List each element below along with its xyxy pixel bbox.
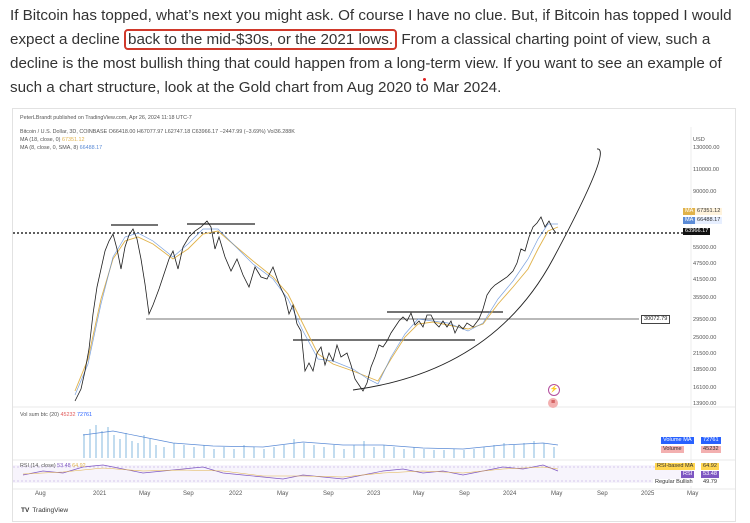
x-label-14: May <box>687 491 699 497</box>
highlighted-phrase: back to the mid-$30s, or the 2021 lows. <box>124 29 398 50</box>
tradingview-logo[interactable]: TV TradingView <box>21 507 69 514</box>
volume-tag-value: 45232 <box>701 446 721 453</box>
axis-label-10: 25000.00 <box>693 335 717 341</box>
x-label-0: Aug <box>35 491 46 497</box>
axis-label-14: 13900.00 <box>693 401 717 407</box>
rsi-legend: RSI (14, close) 53.48 64.92 <box>20 463 86 469</box>
lightning-icon[interactable]: ⚡ <box>548 384 560 396</box>
ma2-legend: MA (8, close, 0, SMA, 8) 66488.17 <box>20 145 103 151</box>
axis-label-12: 18500.00 <box>693 367 717 373</box>
price-chart-svg <box>13 127 735 490</box>
axis-label-2: 90000.00 <box>693 189 717 195</box>
regular-bullish-value: 49.79 <box>701 479 719 486</box>
x-label-9: Sep <box>459 491 470 497</box>
ma1-legend: MA (18, close, 0) 67351.12 <box>20 137 85 143</box>
x-label-2: May <box>139 491 151 497</box>
volume-ma-tag-value: 72761 <box>701 437 721 444</box>
level-tag: 30072.79 <box>641 315 671 324</box>
x-label-6: Sep <box>323 491 334 497</box>
article-paragraph: If Bitcoin has topped, what’s next you m… <box>10 4 742 100</box>
volume-legend: Vol sum btc (20) 45232 72761 <box>20 412 92 418</box>
article-text-2: From a classical charting point of view,… <box>10 31 722 96</box>
publisher-line: PeterLBrandt published on TradingView.co… <box>20 115 192 121</box>
x-label-1: 2021 <box>93 491 107 497</box>
rsi-based-ma-label: RSI-based MA <box>655 463 696 470</box>
ma-tag-1-value: 67351.12 <box>695 208 723 215</box>
rsi-based-ma-value: 64.92 <box>701 463 719 470</box>
volume-bars <box>83 425 555 458</box>
axis-label-5: 55000.00 <box>693 245 717 251</box>
x-label-13: 2025 <box>641 491 655 497</box>
axis-label-7: 41500.00 <box>693 277 717 283</box>
rsi-label-tag: RSI <box>681 471 695 478</box>
last-price-tag: 63966.17 <box>683 228 711 235</box>
ma-tag-1-label: MA <box>683 208 696 215</box>
axis-label-0: 130000.00 <box>693 145 720 151</box>
flag-icon[interactable]: ≡ <box>548 398 558 408</box>
x-label-11: May <box>551 491 563 497</box>
red-dot-marker <box>423 78 426 81</box>
axis-label-11: 21500.00 <box>693 351 717 357</box>
symbol-line: Bitcoin / U.S. Dollar, 3D, COINBASE O664… <box>20 129 295 135</box>
x-label-10: 2024 <box>503 491 517 497</box>
regular-bullish-label: Regular Bullish <box>653 479 695 486</box>
parabolic-curve <box>352 148 601 391</box>
x-label-8: May <box>413 491 425 497</box>
axis-label-8: 35500.00 <box>693 295 717 301</box>
ma1-line <box>74 226 559 392</box>
axis-label-13: 16100.00 <box>693 385 717 391</box>
rsi-value-tag: 53.48 <box>701 471 719 478</box>
x-label-3: Sep <box>183 491 194 497</box>
tradingview-chart[interactable]: PeterLBrandt published on TradingView.co… <box>12 108 736 522</box>
ma2-line <box>74 223 558 396</box>
x-label-5: May <box>277 491 289 497</box>
axis-label-1: 110000.00 <box>693 167 720 173</box>
article-text-1: If Bitcoin has topped, what’s next you m… <box>10 7 732 48</box>
rsi-line <box>22 464 559 480</box>
volume-ma-line <box>82 430 559 450</box>
axis-label-6: 47500.00 <box>693 261 717 267</box>
ma-tag-2-value: 66488.17 <box>695 217 723 224</box>
price-line <box>74 216 557 402</box>
x-label-7: 2023 <box>367 491 381 497</box>
x-label-4: 2022 <box>229 491 243 497</box>
axis-label-9: 29500.00 <box>693 317 717 323</box>
x-label-12: Sep <box>597 491 608 497</box>
volume-ma-tag-label: Volume MA <box>661 437 694 444</box>
axis-currency: USD <box>693 137 705 143</box>
ma-tag-2-label: MA <box>683 217 696 224</box>
volume-tag-label: Volume <box>661 446 684 453</box>
